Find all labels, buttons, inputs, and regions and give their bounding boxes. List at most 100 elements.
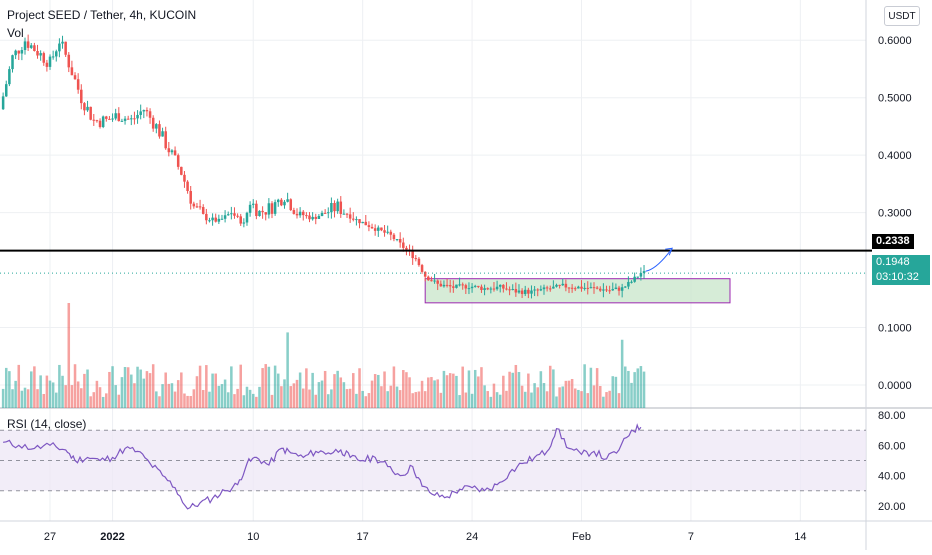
volume-bar-51 bbox=[161, 384, 164, 408]
candle-body-137 bbox=[430, 280, 433, 282]
currency-button[interactable]: USDT bbox=[884, 6, 920, 26]
volume-bar-188 bbox=[589, 367, 593, 408]
candle-body-76 bbox=[239, 216, 242, 224]
candle-body-81 bbox=[255, 203, 258, 217]
candle-body-89 bbox=[280, 199, 283, 206]
candle-body-192 bbox=[602, 289, 605, 291]
candle-body-65 bbox=[205, 213, 208, 221]
candle-body-71 bbox=[223, 215, 227, 219]
volume-bar-105 bbox=[330, 389, 333, 408]
candle-body-200 bbox=[627, 281, 630, 287]
candle-body-99 bbox=[311, 216, 314, 220]
candle-body-8 bbox=[26, 41, 30, 48]
candle-body-184 bbox=[577, 286, 580, 289]
volume-bar-21 bbox=[67, 303, 71, 408]
volume-bar-150 bbox=[470, 393, 474, 408]
candle-body-67 bbox=[211, 217, 214, 221]
volume-bar-4 bbox=[14, 380, 17, 408]
volume-bar-198 bbox=[620, 339, 624, 408]
candle-body-35 bbox=[111, 118, 114, 120]
candle-body-61 bbox=[192, 203, 196, 207]
candle-body-153 bbox=[480, 286, 483, 290]
volume-bar-2 bbox=[8, 371, 11, 408]
volume-bar-42 bbox=[133, 383, 136, 408]
candle-body-198 bbox=[620, 287, 624, 291]
candle-body-43 bbox=[136, 114, 139, 119]
candle-body-53 bbox=[167, 148, 171, 153]
volume-bar-112 bbox=[352, 373, 355, 408]
candle-body-154 bbox=[483, 288, 486, 290]
candle-body-77 bbox=[242, 222, 246, 224]
price-tick-label: 0.6000 bbox=[878, 35, 912, 47]
volume-bar-13 bbox=[42, 393, 46, 408]
candle-body-79 bbox=[248, 204, 252, 213]
candle-body-178 bbox=[558, 284, 561, 286]
price-tick-label: 0.1000 bbox=[878, 323, 912, 335]
candle-body-181 bbox=[567, 287, 571, 289]
candle-body-60 bbox=[189, 191, 192, 204]
volume-bar-155 bbox=[486, 391, 489, 408]
volume-bar-39 bbox=[123, 367, 127, 408]
volume-bar-120 bbox=[377, 374, 380, 408]
candle-body-185 bbox=[580, 286, 583, 289]
candle-body-47 bbox=[148, 111, 152, 118]
candle-body-160 bbox=[502, 284, 505, 289]
candle-body-116 bbox=[364, 221, 368, 226]
candle-body-21 bbox=[67, 54, 71, 68]
candle-body-52 bbox=[164, 131, 167, 149]
candle-body-83 bbox=[261, 210, 264, 213]
volume-bar-15 bbox=[48, 380, 52, 408]
candle-body-201 bbox=[630, 281, 633, 283]
volume-bar-124 bbox=[389, 385, 393, 408]
volume-bar-196 bbox=[614, 376, 618, 408]
volume-bar-63 bbox=[198, 365, 202, 408]
volume-bar-54 bbox=[170, 383, 174, 408]
candle-body-108 bbox=[339, 201, 343, 214]
candle-body-125 bbox=[392, 234, 396, 240]
candle-body-117 bbox=[367, 225, 371, 227]
candle-body-30 bbox=[95, 120, 99, 122]
volume-bar-71 bbox=[223, 379, 227, 408]
candle-body-63 bbox=[198, 206, 202, 208]
candle-body-92 bbox=[289, 199, 293, 211]
candle-body-139 bbox=[436, 280, 439, 284]
candle-body-95 bbox=[298, 211, 302, 216]
volume-bar-73 bbox=[230, 366, 233, 408]
candle-body-140 bbox=[439, 283, 443, 287]
volume-bar-111 bbox=[348, 388, 352, 408]
candle-body-10 bbox=[33, 45, 36, 51]
volume-bar-149 bbox=[467, 370, 471, 408]
time-tick-label: 24 bbox=[466, 531, 478, 543]
candle-body-100 bbox=[314, 216, 318, 219]
volume-bar-104 bbox=[327, 394, 330, 408]
chart-title: Project SEED / Tether, 4h, KUCOIN bbox=[7, 8, 197, 22]
volume-bar-72 bbox=[226, 392, 230, 408]
volume-bar-107 bbox=[336, 370, 339, 408]
candle-body-66 bbox=[208, 220, 211, 222]
candle-body-88 bbox=[276, 199, 280, 203]
candle-body-106 bbox=[333, 202, 336, 212]
rsi-tick-label: 80.00 bbox=[878, 410, 906, 422]
candle-body-191 bbox=[598, 288, 602, 291]
candle-body-147 bbox=[461, 284, 464, 286]
volume-bar-11 bbox=[36, 389, 39, 408]
volume-bar-181 bbox=[567, 380, 571, 408]
candle-body-50 bbox=[158, 124, 161, 137]
candle-body-28 bbox=[89, 106, 92, 120]
candle-body-123 bbox=[386, 231, 389, 233]
volume-bar-20 bbox=[64, 385, 67, 408]
volume-bar-182 bbox=[570, 378, 574, 408]
price-tick-label: 0.4000 bbox=[878, 150, 912, 162]
volume-bar-19 bbox=[61, 375, 64, 408]
time-tick-label: 27 bbox=[44, 531, 56, 543]
candle-body-115 bbox=[361, 221, 364, 224]
candle-body-145 bbox=[455, 284, 458, 288]
volume-bar-8 bbox=[26, 389, 30, 408]
volume-bar-121 bbox=[380, 386, 383, 408]
volume-bar-137 bbox=[430, 377, 433, 408]
volume-bar-17 bbox=[55, 392, 58, 408]
candle-body-138 bbox=[433, 280, 436, 282]
volume-bar-40 bbox=[126, 367, 130, 408]
